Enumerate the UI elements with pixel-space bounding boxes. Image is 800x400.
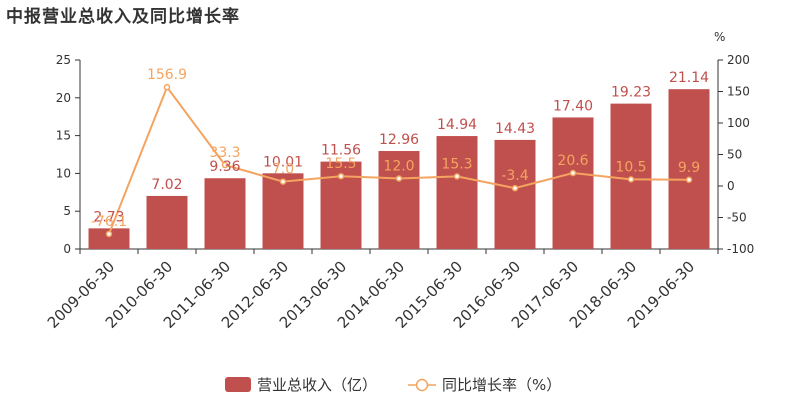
growth-value-label: 15.5	[325, 156, 356, 172]
growth-value-label: 20.6	[557, 153, 588, 169]
bar	[378, 151, 420, 249]
bar-value-label: 17.40	[553, 98, 593, 114]
bar	[436, 136, 478, 249]
bar	[494, 139, 536, 249]
y-right-tick-label: 0	[727, 179, 735, 193]
bar	[204, 178, 246, 249]
bar-value-label: 12.96	[379, 132, 419, 148]
growth-value-label: 9.9	[678, 160, 700, 176]
y-right-tick-label: -50	[727, 211, 747, 225]
growth-value-label: 33.3	[209, 145, 240, 161]
bar	[262, 173, 304, 249]
y-right-tick-label: 100	[727, 116, 750, 130]
bar	[668, 89, 710, 249]
legend-bar-swatch	[225, 377, 251, 392]
bar-value-label: 11.56	[321, 143, 361, 159]
bar-value-label: 2.73	[93, 209, 124, 225]
y-left-tick-label: 5	[63, 204, 71, 218]
legend-line-label: 同比增长率（%）	[442, 376, 561, 394]
growth-point	[453, 173, 461, 180]
y-right-tick-label: 150	[727, 85, 750, 99]
legend-line-marker	[415, 378, 429, 392]
bar-value-label: 21.14	[669, 70, 709, 86]
growth-value-label: 15.3	[441, 156, 472, 172]
y-left-tick-label: 0	[63, 242, 71, 256]
growth-point	[279, 178, 287, 185]
bar-value-label: 7.02	[151, 177, 182, 193]
legend: 营业总收入（亿） 同比增长率（%）	[225, 376, 561, 394]
y-right-tick-label: -100	[727, 242, 754, 256]
bars	[88, 89, 710, 250]
bar	[88, 228, 130, 249]
growth-value-label: 156.9	[147, 67, 187, 83]
growth-point	[511, 184, 519, 192]
growth-point	[569, 169, 577, 177]
growth-value-label: 12.0	[383, 158, 414, 174]
growth-point	[395, 175, 403, 182]
bar-value-label: 10.01	[263, 154, 303, 170]
y-left-tick-label: 20	[56, 91, 71, 105]
bar	[552, 117, 594, 250]
bar	[146, 195, 188, 249]
growth-value-label: -76.1	[91, 214, 127, 230]
growth-value-label: 7.0	[272, 162, 294, 178]
growth-point	[221, 161, 229, 169]
y-left-tick-label: 25	[56, 53, 71, 67]
bar-value-label: 9.36	[209, 159, 240, 175]
data-labels: 2.73 7.02 9.36 10.01 11.56 12.96 14.94 14.43 17.…	[91, 67, 709, 230]
growth-point	[163, 83, 171, 91]
growth-point	[627, 176, 635, 183]
legend-bar-label: 营业总收入（亿）	[257, 376, 377, 394]
growth-line	[105, 83, 693, 238]
y-left-tick-label: 15	[56, 129, 71, 143]
growth-value-label: 10.5	[615, 159, 646, 175]
growth-value-label: -3.4	[501, 168, 528, 184]
y-right-unit: %	[714, 30, 725, 44]
growth-point	[337, 172, 345, 180]
growth-point	[685, 176, 693, 184]
y-right-tick-label: 50	[727, 148, 742, 162]
bar-value-label: 14.94	[437, 117, 477, 133]
y-left-tick-label: 10	[56, 166, 71, 180]
bar-value-label: 19.23	[611, 85, 651, 101]
growth-point	[105, 230, 113, 238]
y-right-tick-label: 200	[727, 53, 750, 67]
bar-value-label: 14.43	[495, 121, 535, 137]
chart-title: 中报营业总收入及同比增长率	[6, 7, 240, 27]
